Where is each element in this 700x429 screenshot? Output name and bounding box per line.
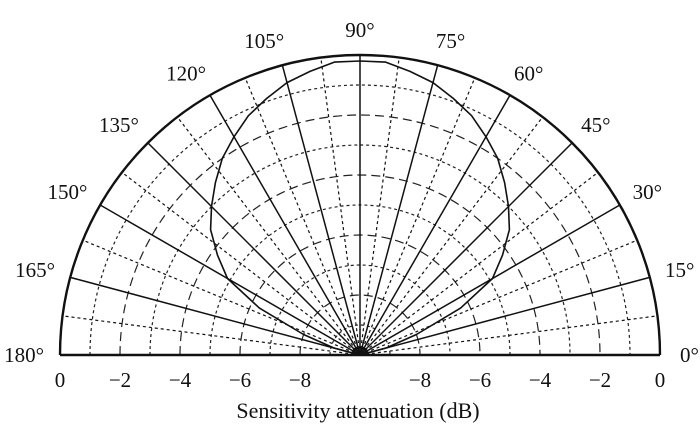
angle-label: 105° [244, 29, 284, 53]
angle-spoke-minor [359, 315, 658, 356]
angle-spoke-minor [62, 315, 361, 356]
angle-spoke-minor [82, 239, 361, 356]
series-layer [209, 60, 511, 356]
angle-spoke-minor [121, 171, 361, 356]
angle-spoke [70, 276, 361, 356]
angle-label: 165° [15, 258, 55, 282]
angle-spoke-minor [244, 77, 361, 356]
angle-spoke [359, 142, 573, 356]
radial-grid-arc [269, 264, 451, 356]
angle-spoke [359, 65, 439, 356]
angle-spoke-minor [359, 171, 599, 356]
radial-grid-arc [89, 84, 631, 356]
radial-grid-arc [299, 294, 421, 356]
angle-label: 120° [166, 61, 206, 85]
angle-label: 0° [680, 343, 699, 367]
outer-boundary-arc [58, 53, 662, 356]
angle-label: 45° [581, 113, 610, 137]
angle-label: 60° [514, 61, 543, 85]
radial-tick-label: −6 [469, 368, 491, 392]
angle-label: 30° [633, 180, 662, 204]
angle-label: 90° [345, 18, 374, 42]
angle-spoke [209, 94, 361, 356]
angle-spoke-minor [359, 116, 544, 356]
angle-spoke-minor [359, 77, 476, 356]
radial-tick-label: −4 [169, 368, 192, 392]
radial-grid-arc [329, 324, 391, 356]
angle-spoke-minor [320, 57, 361, 356]
radial-tick-label: −8 [409, 368, 431, 392]
radial-tick-label: −6 [229, 368, 251, 392]
angle-label: 150° [48, 180, 88, 204]
label-layer: 0° 15° 30° 45° 60° 75° 90° 105° 120° 135° 150° 165°… [4, 18, 699, 392]
angle-spoke [147, 142, 361, 356]
radial-tick-label: 0 [655, 368, 666, 392]
x-axis-title: Sensitivity attenuation (dB) [236, 398, 479, 423]
angle-label: 15° [665, 258, 694, 282]
radial-tick-label: −4 [529, 368, 552, 392]
radial-tick-label: 0 [55, 368, 66, 392]
angle-label: 75° [436, 29, 465, 53]
sensitivity-curve [209, 60, 511, 356]
radial-tick-label: −8 [289, 368, 311, 392]
radial-tick-label: −2 [589, 368, 611, 392]
angle-label: 135° [99, 113, 139, 137]
angle-spoke-minor [359, 57, 400, 356]
angle-spoke-minor [176, 116, 361, 356]
angle-spoke [359, 94, 511, 356]
angle-spoke [359, 276, 650, 356]
radial-tick-label: −2 [109, 368, 131, 392]
radial-grid-arc [119, 114, 601, 356]
angle-spoke [281, 65, 361, 356]
grid-layer [58, 53, 662, 357]
angle-label: 180° [4, 343, 44, 367]
angle-spoke-minor [359, 239, 638, 356]
